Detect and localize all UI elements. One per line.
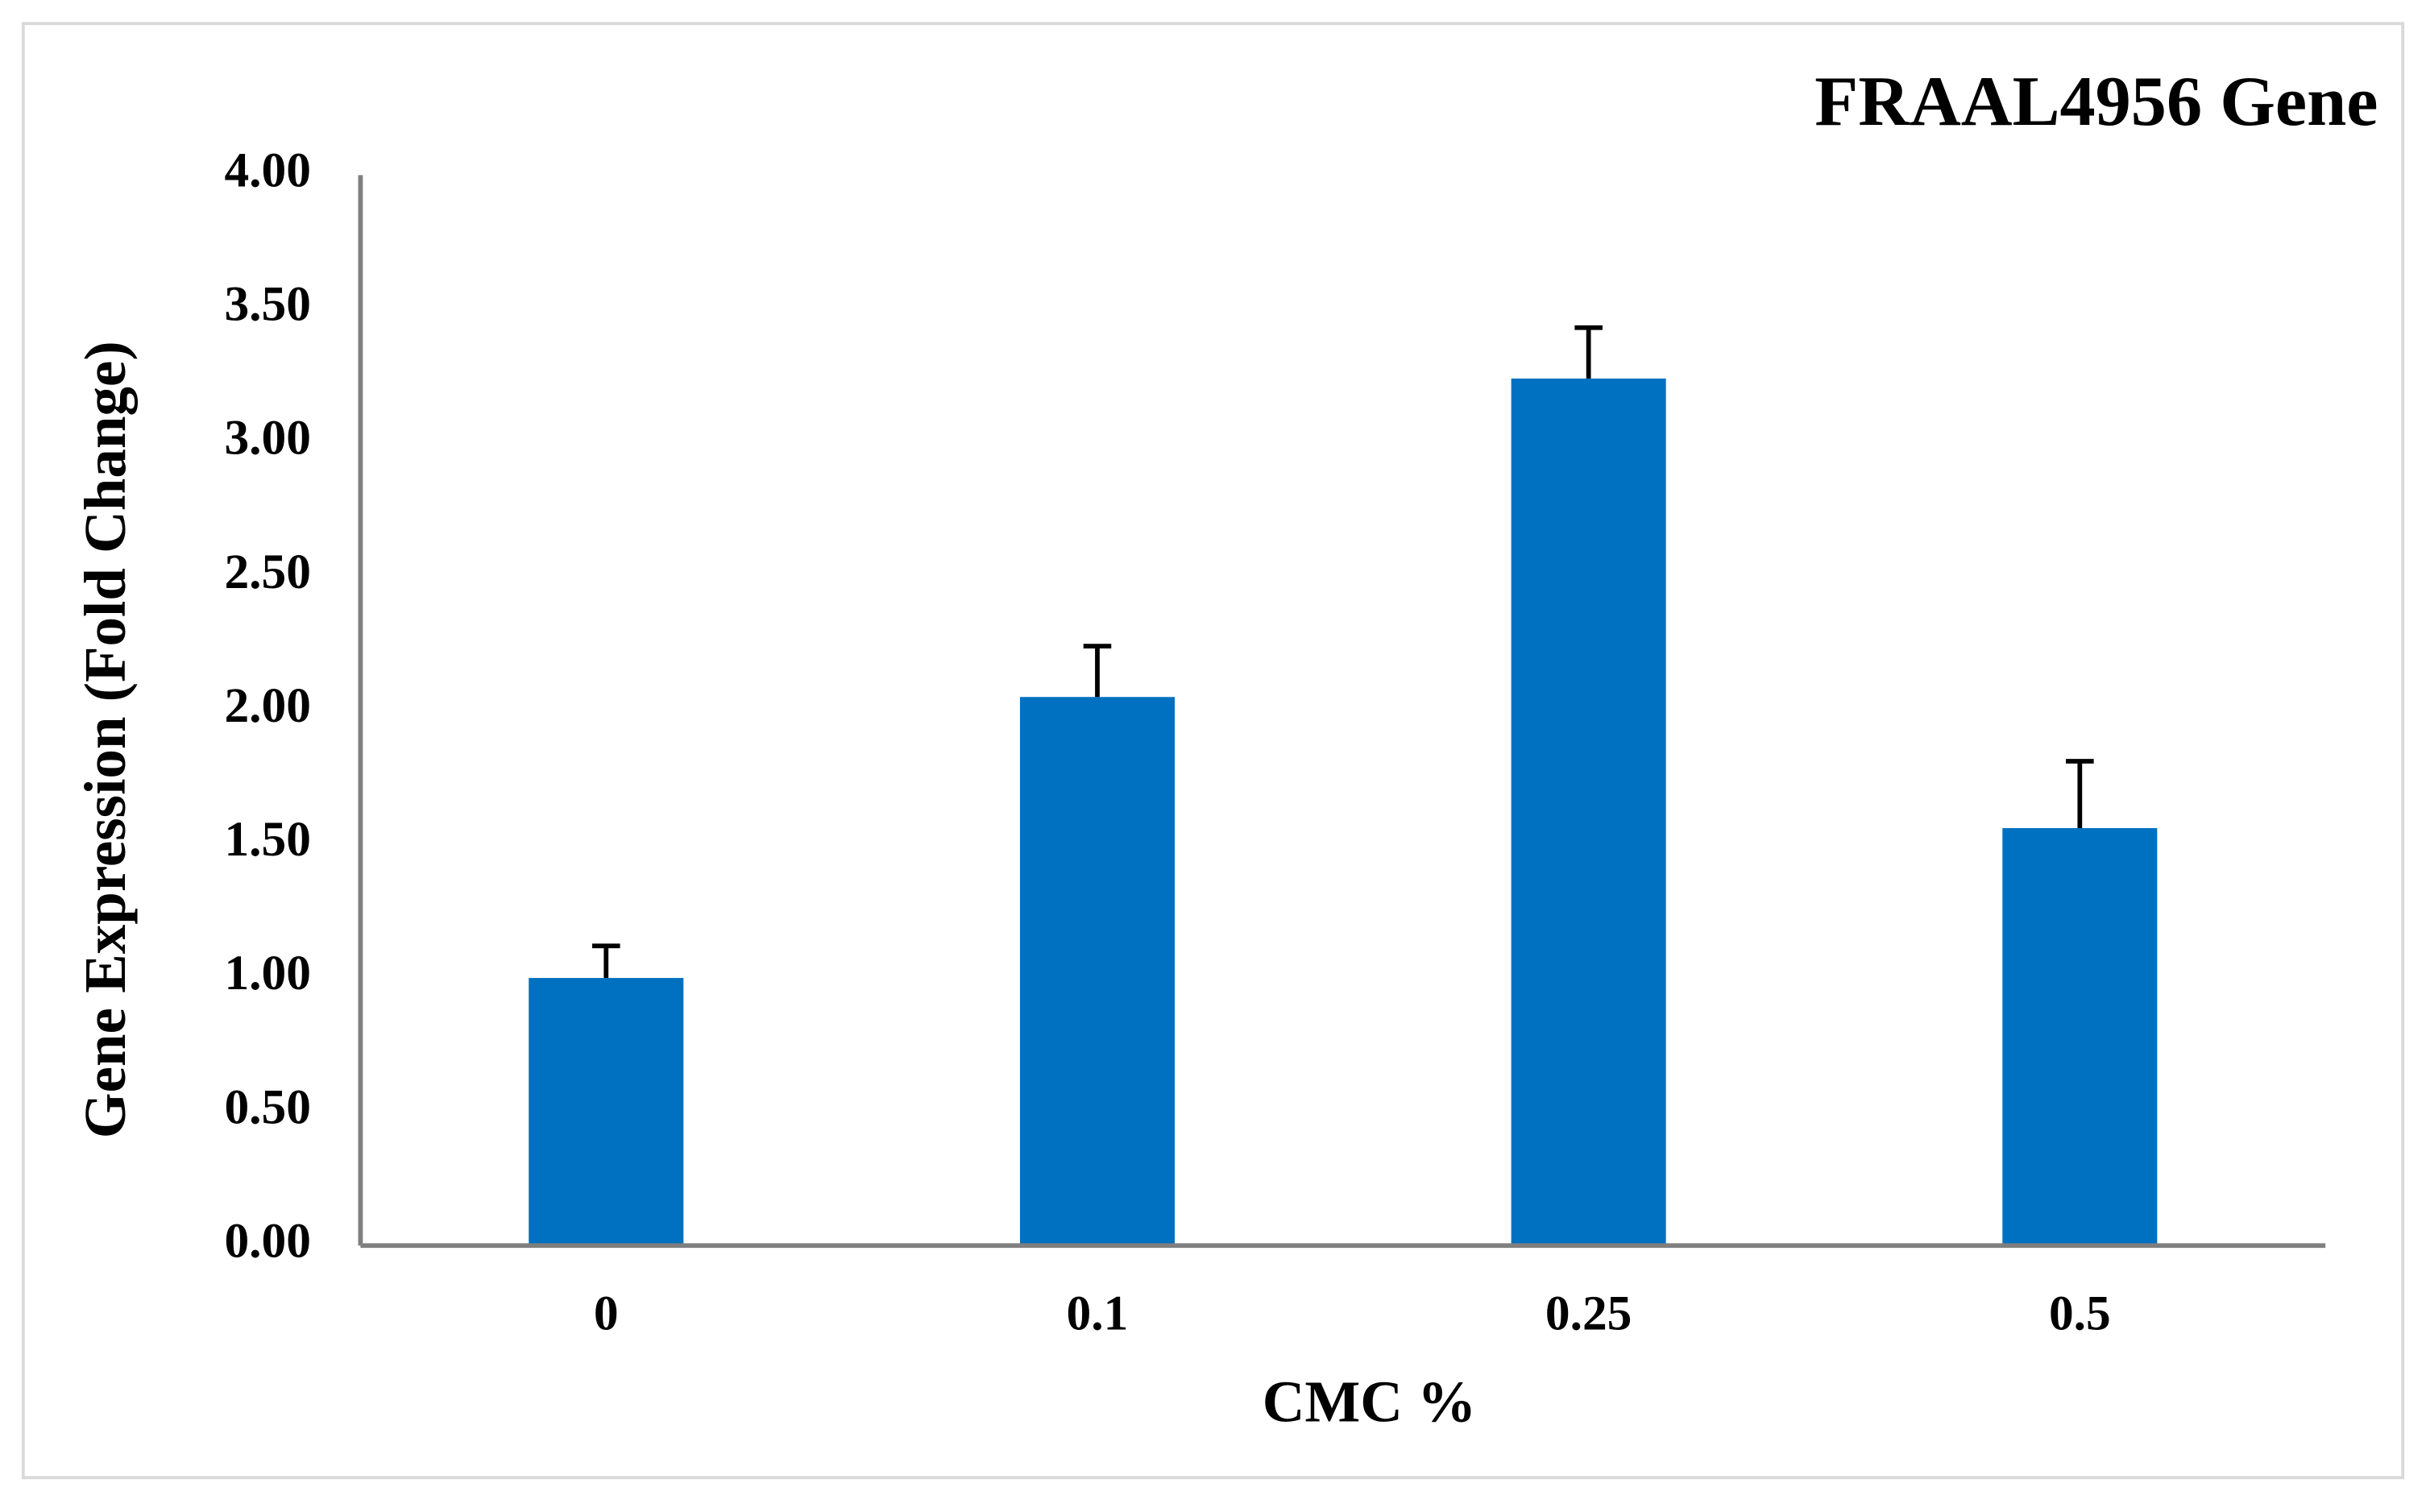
- bar: [2002, 828, 2158, 1246]
- x-tick-label: 0.1: [1067, 1286, 1129, 1341]
- x-tick-label: 0.25: [1545, 1286, 1632, 1341]
- error-bar: [2066, 759, 2094, 829]
- y-tick-label: 1.50: [224, 812, 311, 867]
- error-bar: [1083, 644, 1112, 698]
- x-tick-label: 0.5: [2049, 1286, 2111, 1341]
- y-tick-label: 4.00: [224, 143, 311, 198]
- y-tick-label: 3.50: [224, 277, 311, 332]
- bar: [1511, 378, 1666, 1246]
- x-axis-label: CMC %: [1263, 1369, 1476, 1435]
- y-tick-label: 2.50: [224, 545, 311, 599]
- chart-title: FRAAL4956 Gene: [1814, 62, 2378, 141]
- x-tick-label: 0: [594, 1286, 619, 1341]
- chart-border: [21, 22, 2405, 1480]
- y-tick-label: 0.00: [224, 1213, 311, 1268]
- error-bar: [1574, 325, 1603, 379]
- y-tick-label: 3.00: [224, 411, 311, 466]
- bar: [529, 978, 684, 1246]
- error-bar: [591, 943, 620, 979]
- y-tick-label: 2.00: [224, 678, 311, 733]
- bar: [1019, 697, 1175, 1246]
- y-tick-label: 1.00: [224, 946, 311, 1000]
- y-axis-label: Gene Expression (Fold Change): [73, 341, 138, 1138]
- y-tick-label: 0.50: [224, 1079, 311, 1134]
